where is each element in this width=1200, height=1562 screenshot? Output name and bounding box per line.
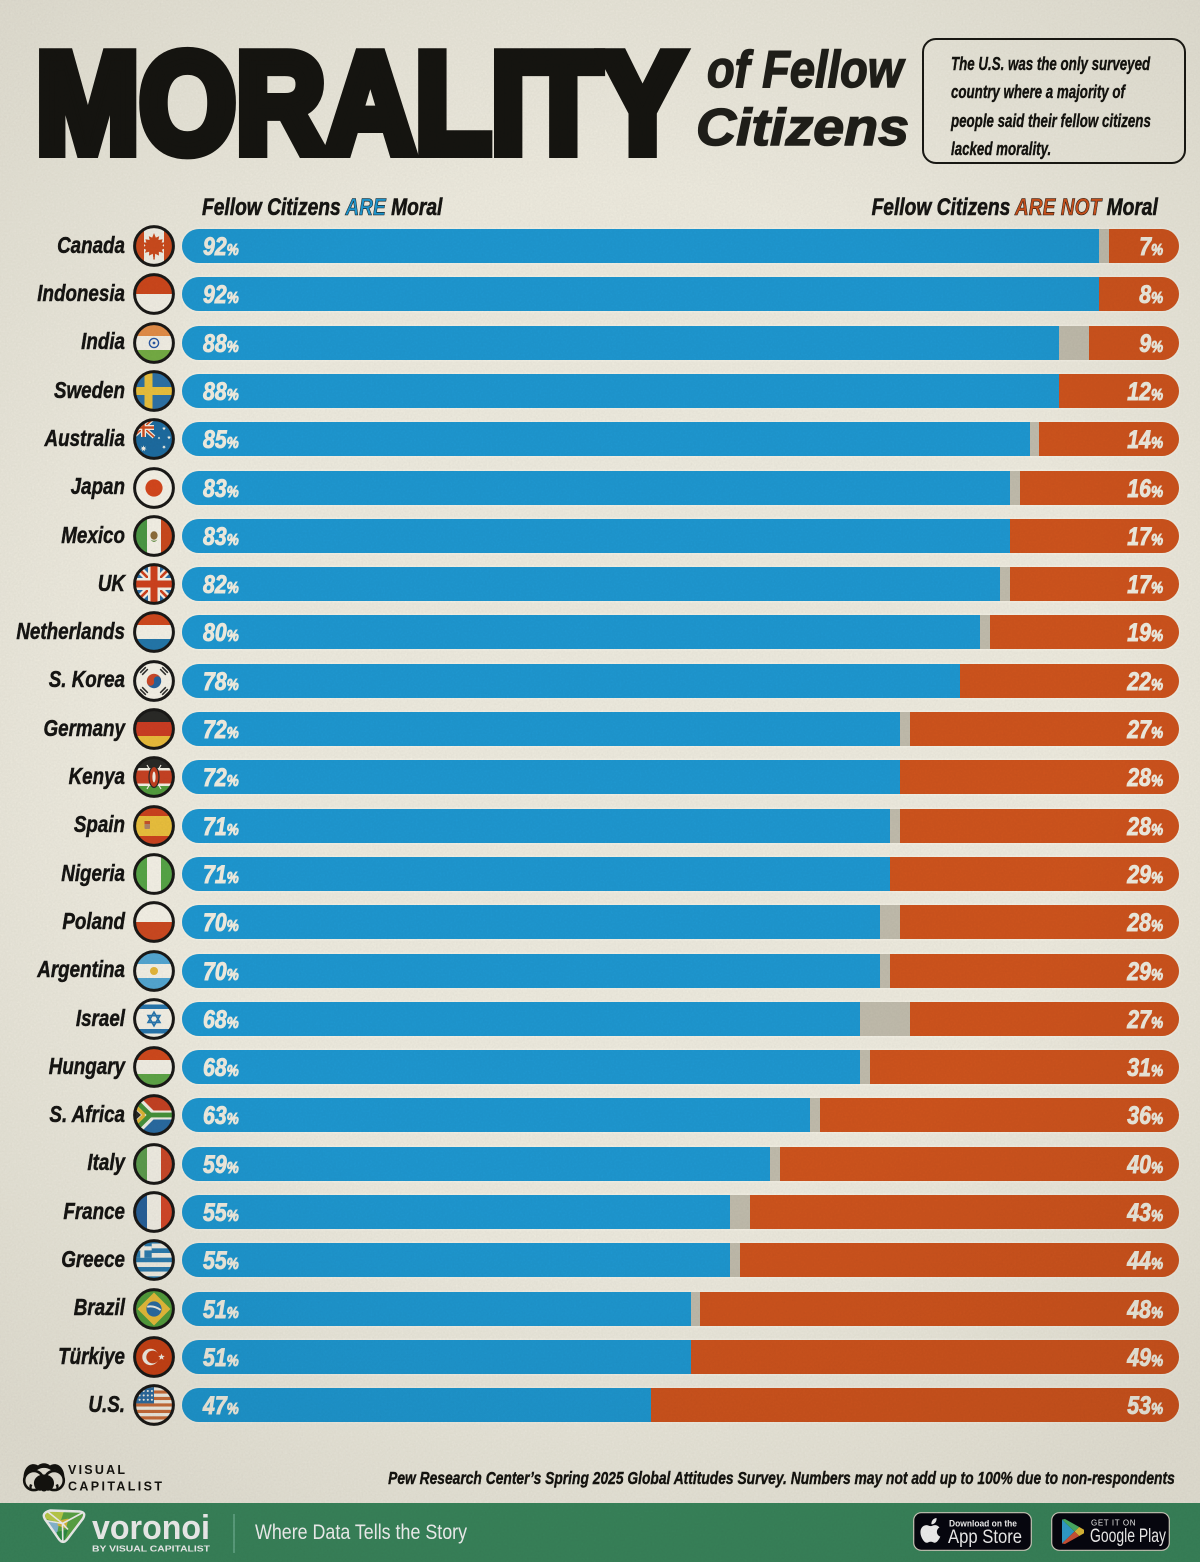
svg-text:MORALITY: MORALITY <box>36 36 684 168</box>
svg-text:Where Data Tells the Story: Where Data Tells the Story <box>255 1521 467 1544</box>
svg-text:BY VISUAL CAPITALIST: BY VISUAL CAPITALIST <box>92 1545 210 1554</box>
svg-text:App Store: App Store <box>948 1526 1022 1548</box>
svg-text:CAPITALIST: CAPITALIST <box>68 1480 162 1494</box>
svg-text:voronoi: voronoi <box>92 1509 210 1547</box>
svg-text:VISUAL: VISUAL <box>68 1463 125 1477</box>
svg-text:Google Play: Google Play <box>1090 1526 1166 1547</box>
svg-text:Citizens: Citizens <box>696 99 909 157</box>
svg-text:of Fellow: of Fellow <box>707 41 906 99</box>
